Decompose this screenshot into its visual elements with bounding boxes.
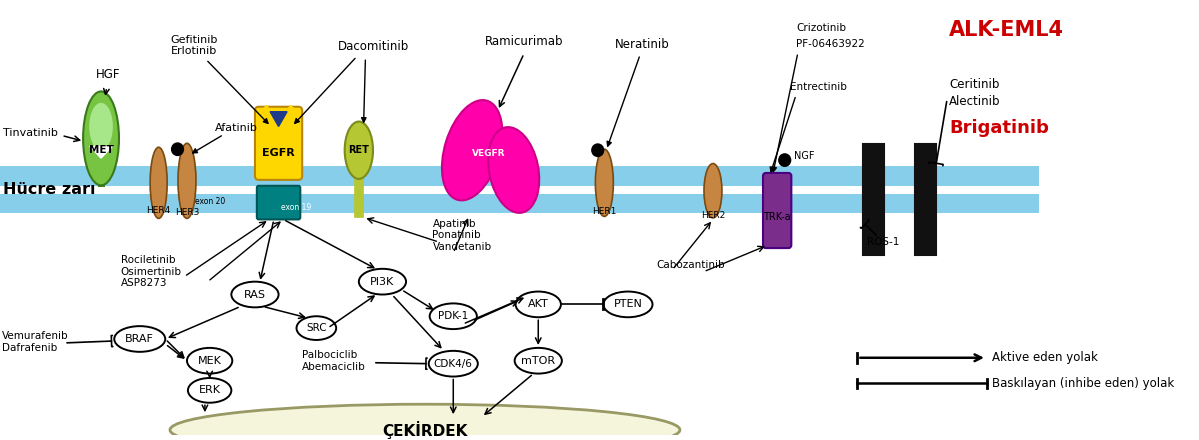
Text: Apatinib
Ponatinib
Vandetanib: Apatinib Ponatinib Vandetanib xyxy=(433,219,492,252)
FancyBboxPatch shape xyxy=(763,173,791,248)
Text: ROS-1: ROS-1 xyxy=(867,237,899,247)
Text: Palbociclib
Abemaciclib: Palbociclib Abemaciclib xyxy=(302,350,366,371)
Text: ERK: ERK xyxy=(199,385,221,396)
Text: RET: RET xyxy=(349,145,369,155)
Text: HGF: HGF xyxy=(96,68,121,81)
Text: mTOR: mTOR xyxy=(522,356,555,366)
FancyBboxPatch shape xyxy=(257,186,300,220)
Text: Rociletinib
Osimertinib
ASP8273: Rociletinib Osimertinib ASP8273 xyxy=(121,255,182,288)
Text: Aktive eden yolak: Aktive eden yolak xyxy=(992,351,1097,364)
Ellipse shape xyxy=(704,164,722,218)
Text: BRAF: BRAF xyxy=(126,334,155,344)
Circle shape xyxy=(591,143,604,157)
Text: EGFR: EGFR xyxy=(263,148,295,158)
Circle shape xyxy=(778,153,791,167)
Text: exon 19: exon 19 xyxy=(282,203,312,212)
Text: PDK-1: PDK-1 xyxy=(438,311,469,321)
Ellipse shape xyxy=(596,149,614,216)
FancyBboxPatch shape xyxy=(255,107,302,180)
Ellipse shape xyxy=(83,92,119,185)
Ellipse shape xyxy=(188,378,231,403)
Text: exon 20: exon 20 xyxy=(194,197,224,206)
Bar xyxy=(863,144,884,255)
Ellipse shape xyxy=(603,292,652,317)
Ellipse shape xyxy=(359,269,406,294)
Ellipse shape xyxy=(344,121,373,179)
Ellipse shape xyxy=(114,326,165,352)
Text: MET: MET xyxy=(89,145,114,155)
Circle shape xyxy=(171,142,185,156)
Ellipse shape xyxy=(296,316,336,340)
Ellipse shape xyxy=(488,127,540,213)
Text: Brigatinib: Brigatinib xyxy=(950,120,1049,137)
Text: Vemurafenib
Dafrafenib: Vemurafenib Dafrafenib xyxy=(2,331,68,353)
Text: PF-06463922: PF-06463922 xyxy=(796,40,864,49)
Text: Alectinib: Alectinib xyxy=(950,95,1000,108)
Text: HER1: HER1 xyxy=(592,207,616,216)
Bar xyxy=(915,144,935,255)
Text: HER3: HER3 xyxy=(175,208,199,217)
Ellipse shape xyxy=(514,348,562,374)
Text: SRC: SRC xyxy=(306,323,326,333)
Ellipse shape xyxy=(187,348,233,374)
Text: HER4: HER4 xyxy=(146,206,170,215)
Ellipse shape xyxy=(150,147,167,218)
Ellipse shape xyxy=(442,100,502,200)
Text: CDK4/6: CDK4/6 xyxy=(434,359,472,369)
Text: Neratinib: Neratinib xyxy=(615,38,669,51)
Text: ALK-EML4: ALK-EML4 xyxy=(950,20,1064,40)
Text: AKT: AKT xyxy=(528,299,549,309)
Text: TRK-a: TRK-a xyxy=(764,213,791,223)
Polygon shape xyxy=(270,112,287,127)
Ellipse shape xyxy=(177,143,195,218)
Text: PTEN: PTEN xyxy=(614,299,643,309)
Ellipse shape xyxy=(429,304,477,329)
Text: Afatinib: Afatinib xyxy=(216,124,258,133)
Text: Entrectinib: Entrectinib xyxy=(790,82,848,92)
Text: PI3K: PI3K xyxy=(370,277,394,287)
Text: Ceritinib: Ceritinib xyxy=(950,77,1000,91)
Text: MEK: MEK xyxy=(198,356,222,366)
Ellipse shape xyxy=(170,404,680,440)
Bar xyxy=(0,194,1038,213)
Text: Dacomitinib: Dacomitinib xyxy=(337,40,409,53)
Text: Baskılayan (inhibe eden) yolak: Baskılayan (inhibe eden) yolak xyxy=(992,377,1174,390)
Polygon shape xyxy=(90,146,113,158)
Text: Gefitinib
Erlotinib: Gefitinib Erlotinib xyxy=(170,35,217,56)
Text: HER2: HER2 xyxy=(701,211,725,220)
Text: Tinvatinib: Tinvatinib xyxy=(2,128,58,139)
Bar xyxy=(0,166,1038,186)
Text: RAS: RAS xyxy=(243,290,266,300)
Text: Ramicurimab: Ramicurimab xyxy=(484,35,564,48)
Text: Cabozantinib: Cabozantinib xyxy=(656,260,725,270)
Text: Hücre zarı: Hücre zarı xyxy=(2,182,96,197)
Text: VEGFR: VEGFR xyxy=(471,149,505,158)
Ellipse shape xyxy=(89,103,113,150)
Text: Crizotinib: Crizotinib xyxy=(796,23,846,33)
Ellipse shape xyxy=(429,351,478,377)
Text: ÇEKİRDEK: ÇEKİRDEK xyxy=(382,421,468,439)
Text: NGF: NGF xyxy=(794,151,814,161)
Ellipse shape xyxy=(231,282,278,308)
Ellipse shape xyxy=(516,292,561,317)
